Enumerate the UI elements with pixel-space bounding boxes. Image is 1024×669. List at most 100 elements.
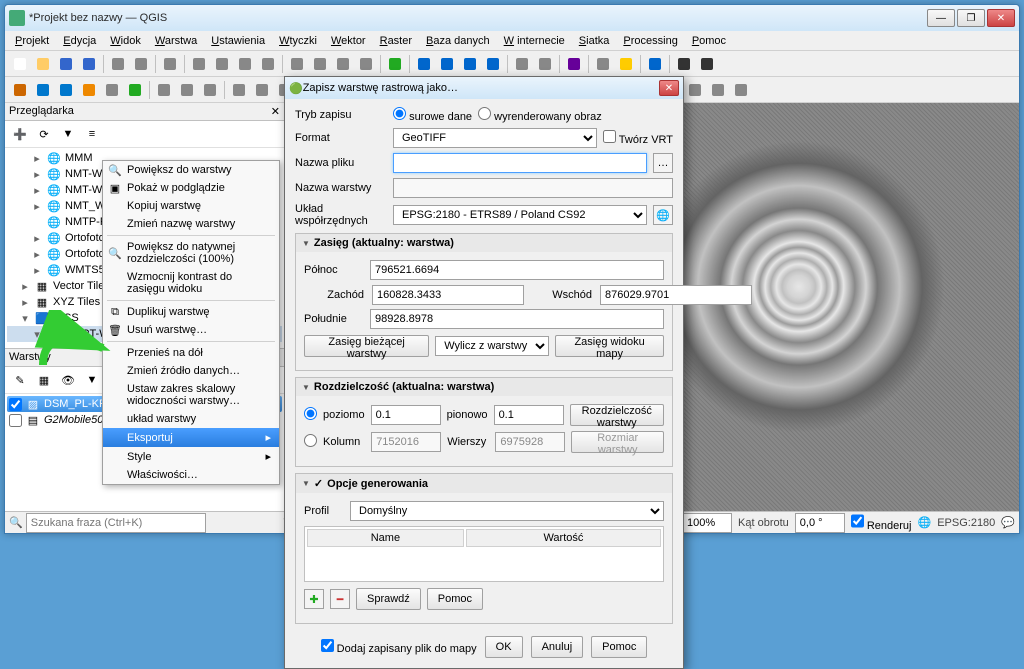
zoomout-icon[interactable] <box>257 53 279 75</box>
south-input[interactable] <box>370 309 664 329</box>
mode-raw-radio[interactable]: surowe dane <box>393 107 472 123</box>
pan-icon[interactable] <box>211 53 233 75</box>
zoomnext-icon[interactable] <box>355 53 377 75</box>
menu-ustawienia[interactable]: Ustawienia <box>205 33 271 49</box>
measure-icon[interactable] <box>511 53 533 75</box>
crs-picker-button[interactable]: 🌐 <box>653 205 673 225</box>
visibility-icon[interactable]: 👁 <box>57 369 79 391</box>
tips-icon[interactable] <box>615 53 637 75</box>
crs-icon[interactable]: 🌐 <box>918 516 932 529</box>
crs-select[interactable]: EPSG:2180 - ETRS89 / Poland CS92 <box>393 205 647 225</box>
identify-icon[interactable] <box>413 53 435 75</box>
zoomfull-icon[interactable] <box>309 53 331 75</box>
vector-icon[interactable] <box>32 79 54 101</box>
browse-button[interactable]: … <box>653 153 673 173</box>
text-icon[interactable] <box>696 53 718 75</box>
ctx-item[interactable]: 🗑Usuń warstwę… <box>103 321 279 339</box>
ctx-item[interactable]: ▣Pokaż w podglądzie <box>103 179 279 197</box>
maximize-button[interactable]: ❐ <box>957 9 985 27</box>
filter-icon[interactable]: ▼ <box>57 123 79 145</box>
help-button-2[interactable]: Pomoc <box>427 588 483 610</box>
zoomin-icon[interactable] <box>234 53 256 75</box>
save-icon[interactable] <box>55 53 77 75</box>
ctx-item[interactable]: 🔍Powiększ do natywnej rozdzielczości (10… <box>103 238 279 268</box>
ctx-item[interactable]: Właściwości… <box>103 466 279 484</box>
identify-icon[interactable] <box>482 53 504 75</box>
ctx-item[interactable]: Zmień źródło danych… <box>103 362 279 380</box>
east-input[interactable] <box>600 285 752 305</box>
options-title[interactable]: ✓ Opcje generowania <box>296 474 672 493</box>
sl-icon[interactable] <box>199 79 221 101</box>
menu-widok[interactable]: Widok <box>104 33 147 49</box>
db-icon[interactable] <box>9 79 31 101</box>
identify-icon[interactable] <box>459 53 481 75</box>
ctx-item[interactable]: 🔍Powiększ do warstwy <box>103 161 279 179</box>
mesh-icon[interactable] <box>101 79 123 101</box>
minimize-button[interactable]: — <box>927 9 955 27</box>
layout-icon[interactable] <box>107 53 129 75</box>
res-h-input[interactable] <box>371 405 441 425</box>
options-table[interactable]: NameWartość <box>304 526 664 582</box>
vector-icon[interactable] <box>55 79 77 101</box>
filter-icon[interactable]: ▼ <box>81 369 103 391</box>
menu-pomoc[interactable]: Pomoc <box>686 33 732 49</box>
layer-res-button[interactable]: Rozdzielczość warstwy <box>570 404 664 426</box>
extent-title[interactable]: Zasięg (aktualny: warstwa) <box>296 234 672 252</box>
north-input[interactable] <box>370 260 664 280</box>
pan-icon[interactable] <box>188 53 210 75</box>
stats-icon[interactable] <box>592 53 614 75</box>
ctx-item[interactable]: Kopiuj warstwę <box>103 197 279 215</box>
menu-processing[interactable]: Processing <box>617 33 683 49</box>
menu-wtyczki[interactable]: Wtyczki <box>273 33 323 49</box>
measure-icon[interactable] <box>534 53 556 75</box>
ok-button[interactable]: OK <box>485 636 523 658</box>
dialog-close-button[interactable]: ✕ <box>659 80 679 96</box>
res-v-input[interactable] <box>494 405 564 425</box>
refresh-icon[interactable] <box>384 53 406 75</box>
open-icon[interactable] <box>32 53 54 75</box>
panel-close-icon[interactable]: ✕ <box>271 105 280 118</box>
refresh-icon[interactable]: ⟳ <box>33 123 55 145</box>
wms-icon[interactable] <box>251 79 273 101</box>
menu-edycja[interactable]: Edycja <box>57 33 102 49</box>
add-option-button[interactable]: ✚ <box>304 589 324 609</box>
menu-projekt[interactable]: Projekt <box>9 33 55 49</box>
render-checkbox[interactable]: Renderuj <box>851 513 912 532</box>
collapse-icon[interactable]: ≡ <box>81 123 103 145</box>
style-icon[interactable]: ✎ <box>9 369 31 391</box>
proc-icon[interactable] <box>730 79 752 101</box>
west-input[interactable] <box>372 285 524 305</box>
add-group-icon[interactable]: ▦ <box>33 369 55 391</box>
plug-icon[interactable] <box>684 79 706 101</box>
zoomlast-icon[interactable] <box>332 53 354 75</box>
csv-icon[interactable] <box>124 79 146 101</box>
search-input[interactable] <box>26 513 206 533</box>
sl-icon[interactable] <box>153 79 175 101</box>
style-icon[interactable] <box>159 53 181 75</box>
help-icon[interactable] <box>644 53 666 75</box>
ctx-item[interactable]: Przenieś na dół <box>103 344 279 362</box>
menu-wektor[interactable]: Wektor <box>325 33 372 49</box>
sl-icon[interactable] <box>176 79 198 101</box>
ctx-item[interactable]: ⧉Duplikuj warstwę <box>103 303 279 321</box>
filename-input[interactable] <box>393 153 647 173</box>
rot-input[interactable] <box>795 513 845 533</box>
format-select[interactable]: GeoTIFF <box>393 128 597 148</box>
layer-extent-button[interactable]: Zasięg bieżącej warstwy <box>304 335 429 357</box>
menu-siatka[interactable]: Siatka <box>573 33 616 49</box>
text-icon[interactable] <box>673 53 695 75</box>
mode-rendered-radio[interactable]: wyrenderowany obraz <box>478 107 602 123</box>
raster-icon[interactable] <box>78 79 100 101</box>
new-icon[interactable] <box>9 53 31 75</box>
res-radio[interactable] <box>304 407 317 423</box>
add-icon[interactable]: ➕ <box>9 123 31 145</box>
resolution-title[interactable]: Rozdzielczość (aktualna: warstwa) <box>296 378 672 396</box>
create-vrt-checkbox[interactable]: Twórz VRT <box>603 130 673 146</box>
plug-icon[interactable] <box>707 79 729 101</box>
profile-select[interactable]: Domyślny <box>350 501 664 521</box>
add-to-map-checkbox[interactable]: Dodaj zapisany plik do mapy <box>321 639 477 655</box>
size-radio[interactable] <box>304 434 317 450</box>
close-button[interactable]: ✕ <box>987 9 1015 27</box>
help-button[interactable]: Pomoc <box>591 636 647 658</box>
ctx-item[interactable]: Ustaw zakres skalowy widoczności warstwy… <box>103 380 279 410</box>
